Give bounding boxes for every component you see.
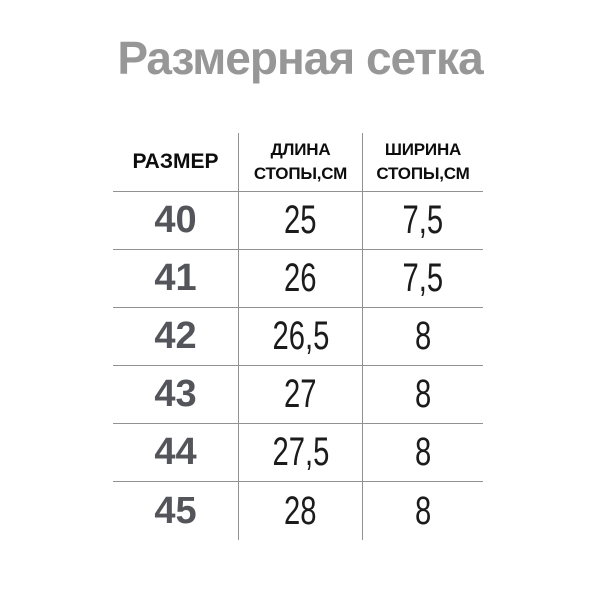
width-cell: 7,5: [362, 250, 483, 308]
size-table: РАЗМЕР ДЛИНА СТОПЫ,СМ ШИРИНА СТОПЫ,СМ 40…: [113, 133, 483, 540]
header-length-line1: ДЛИНА: [270, 140, 331, 159]
column-header-foot-length: ДЛИНА СТОПЫ,СМ: [238, 133, 362, 192]
width-value: 7,5: [402, 198, 444, 242]
width-value: 8: [414, 314, 432, 358]
size-cell: 42: [113, 308, 238, 366]
length-cell: 26: [238, 250, 362, 308]
length-value: 27,5: [272, 430, 329, 474]
size-cell: 45: [154, 489, 197, 532]
length-cell: 27,5: [238, 424, 362, 482]
length-cell: 28: [238, 482, 362, 540]
width-cell: 8: [362, 366, 483, 424]
column-header-foot-length-label: ДЛИНА СТОПЫ,СМ: [254, 138, 347, 186]
width-value: 7,5: [402, 256, 444, 300]
size-cell: 43: [113, 366, 238, 424]
size-cell: 41: [113, 250, 238, 308]
length-cell: 27: [238, 366, 362, 424]
column-header-foot-width: ШИРИНА СТОПЫ,СМ: [362, 133, 483, 192]
column-header-foot-width-label: ШИРИНА СТОПЫ,СМ: [376, 138, 469, 186]
width-cell: 8: [362, 424, 483, 482]
width-cell: 8: [362, 482, 483, 540]
length-value: 26,5: [272, 314, 329, 358]
length-value: 28: [284, 488, 317, 533]
width-value: 8: [414, 488, 432, 533]
width-cell: 8: [362, 308, 483, 366]
length-value: 27: [284, 372, 317, 416]
header-width-line2: СТОПЫ,СМ: [376, 164, 470, 183]
size-cell: 40: [113, 192, 238, 250]
size-cell: 44: [113, 424, 238, 482]
page-title: Размерная сетка: [117, 32, 483, 84]
width-value: 8: [414, 430, 432, 474]
column-header-size: РАЗМЕР: [113, 133, 238, 192]
length-cell: 25: [238, 192, 362, 250]
width-cell: 7,5: [362, 192, 483, 250]
length-value: 25: [284, 198, 317, 242]
header-length-line2: СТОПЫ,СМ: [253, 164, 348, 183]
width-value: 8: [414, 372, 432, 416]
header-width-line1: ШИРИНА: [384, 140, 462, 159]
length-cell: 26,5: [238, 308, 362, 366]
length-value: 26: [284, 256, 317, 300]
